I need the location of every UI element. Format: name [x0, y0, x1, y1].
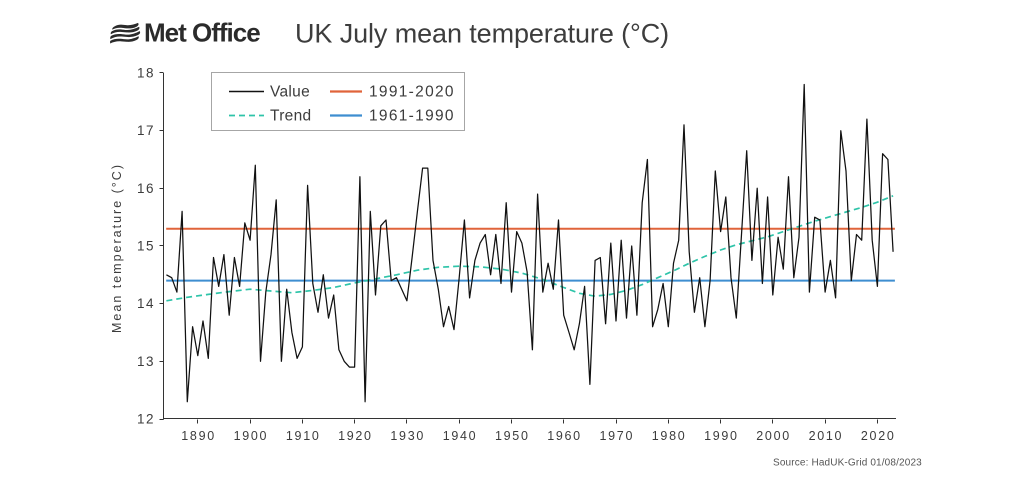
- svg-text:Trend: Trend: [270, 108, 311, 125]
- svg-text:1890: 1890: [181, 429, 216, 443]
- svg-text:1970: 1970: [599, 429, 634, 443]
- svg-text:1910: 1910: [286, 429, 321, 443]
- svg-text:17: 17: [137, 123, 155, 138]
- svg-text:1961-1990: 1961-1990: [369, 108, 455, 125]
- svg-text:2020: 2020: [861, 429, 896, 443]
- svg-text:2000: 2000: [756, 429, 791, 443]
- svg-text:1991-2020: 1991-2020: [369, 84, 455, 101]
- svg-text:13: 13: [137, 354, 155, 369]
- svg-text:UK July mean temperature (°C): UK July mean temperature (°C): [295, 19, 669, 49]
- svg-text:1940: 1940: [443, 429, 478, 443]
- svg-text:Mean temperature (°C): Mean temperature (°C): [110, 163, 124, 333]
- svg-text:1920: 1920: [338, 429, 373, 443]
- svg-text:1930: 1930: [390, 429, 425, 443]
- svg-text:Source: HadUK-Grid 01/08/2023: Source: HadUK-Grid 01/08/2023: [773, 458, 922, 469]
- svg-text:1960: 1960: [547, 429, 582, 443]
- svg-text:18: 18: [137, 66, 155, 81]
- svg-text:14: 14: [137, 296, 155, 311]
- svg-text:Value: Value: [270, 84, 310, 101]
- svg-text:15: 15: [137, 239, 155, 254]
- svg-text:1990: 1990: [704, 429, 739, 443]
- svg-text:Met Office: Met Office: [144, 18, 260, 48]
- svg-text:1980: 1980: [652, 429, 687, 443]
- svg-text:16: 16: [137, 181, 155, 196]
- svg-text:2010: 2010: [809, 429, 844, 443]
- svg-text:12: 12: [137, 412, 155, 427]
- svg-text:1950: 1950: [495, 429, 530, 443]
- svg-text:1900: 1900: [234, 429, 269, 443]
